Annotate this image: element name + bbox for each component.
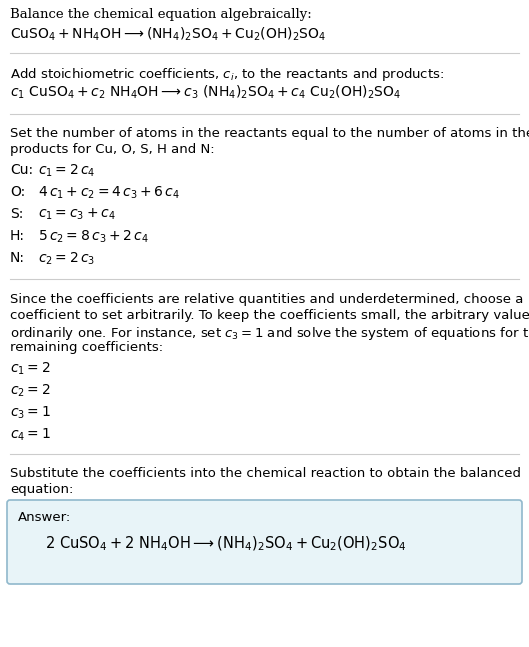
- Text: N:: N:: [10, 251, 25, 265]
- Text: equation:: equation:: [10, 483, 74, 496]
- Text: ordinarily one. For instance, set $c_3 = 1$ and solve the system of equations fo: ordinarily one. For instance, set $c_3 =…: [10, 325, 529, 342]
- Text: coefficient to set arbitrarily. To keep the coefficients small, the arbitrary va: coefficient to set arbitrarily. To keep …: [10, 309, 529, 322]
- Text: Since the coefficients are relative quantities and underdetermined, choose a: Since the coefficients are relative quan…: [10, 293, 523, 306]
- Text: $c_1 = 2\,c_4$: $c_1 = 2\,c_4$: [38, 163, 96, 179]
- Text: S:: S:: [10, 207, 23, 221]
- Text: $\mathrm{CuSO_4 + NH_4OH \longrightarrow (NH_4)_2SO_4 + Cu_2(OH)_2SO_4}$: $\mathrm{CuSO_4 + NH_4OH \longrightarrow…: [10, 26, 326, 43]
- Text: $c_1 = c_3 + c_4$: $c_1 = c_3 + c_4$: [38, 207, 116, 223]
- Text: $c_1\ \mathrm{CuSO_4} + c_2\ \mathrm{NH_4OH} \longrightarrow c_3\ \mathrm{(NH_4): $c_1\ \mathrm{CuSO_4} + c_2\ \mathrm{NH_…: [10, 84, 401, 102]
- Text: Balance the chemical equation algebraically:: Balance the chemical equation algebraica…: [10, 8, 312, 21]
- Text: Add stoichiometric coefficients, $c_i$, to the reactants and products:: Add stoichiometric coefficients, $c_i$, …: [10, 66, 444, 83]
- Text: $4\,c_1 + c_2 = 4\,c_3 + 6\,c_4$: $4\,c_1 + c_2 = 4\,c_3 + 6\,c_4$: [38, 185, 180, 201]
- Text: O:: O:: [10, 185, 25, 199]
- Text: $c_1 = 2$: $c_1 = 2$: [10, 361, 51, 377]
- Text: $2\ \mathrm{CuSO_4} + 2\ \mathrm{NH_4OH} \longrightarrow \mathrm{(NH_4)_2SO_4} +: $2\ \mathrm{CuSO_4} + 2\ \mathrm{NH_4OH}…: [45, 535, 407, 553]
- Text: Set the number of atoms in the reactants equal to the number of atoms in the: Set the number of atoms in the reactants…: [10, 127, 529, 140]
- Text: $c_2 = 2$: $c_2 = 2$: [10, 383, 51, 399]
- Text: $c_4 = 1$: $c_4 = 1$: [10, 427, 51, 443]
- Text: products for Cu, O, S, H and N:: products for Cu, O, S, H and N:: [10, 143, 215, 156]
- Text: $c_2 = 2\,c_3$: $c_2 = 2\,c_3$: [38, 251, 95, 267]
- Text: Substitute the coefficients into the chemical reaction to obtain the balanced: Substitute the coefficients into the che…: [10, 467, 521, 480]
- FancyBboxPatch shape: [7, 500, 522, 584]
- Text: Cu:: Cu:: [10, 163, 33, 177]
- Text: Answer:: Answer:: [18, 511, 71, 524]
- Text: H:: H:: [10, 229, 25, 243]
- Text: $c_3 = 1$: $c_3 = 1$: [10, 405, 51, 421]
- Text: $5\,c_2 = 8\,c_3 + 2\,c_4$: $5\,c_2 = 8\,c_3 + 2\,c_4$: [38, 229, 149, 245]
- Text: remaining coefficients:: remaining coefficients:: [10, 341, 163, 354]
